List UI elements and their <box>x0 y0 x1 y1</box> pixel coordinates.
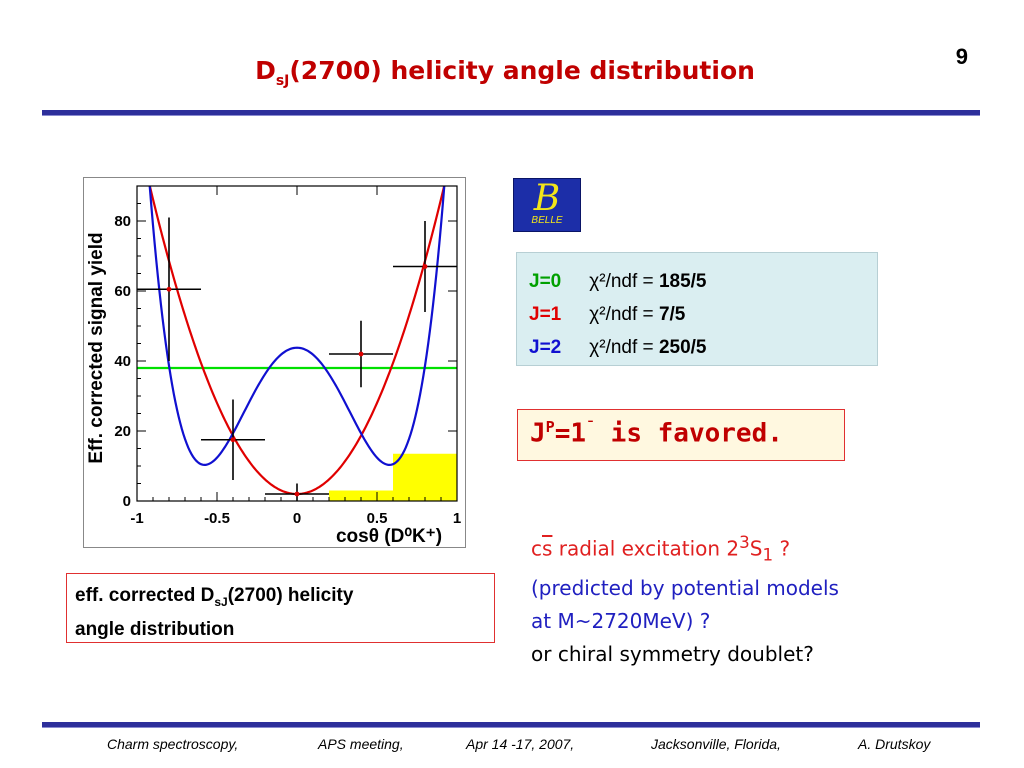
y-tick-label-2: 40 <box>114 353 131 370</box>
x-tick-label-2: 0 <box>293 510 301 527</box>
data-marker <box>166 286 172 292</box>
figure-caption: eff. corrected DsJ(2700) helicity angle … <box>66 573 495 643</box>
fit-row-j1: J=1 χ²/ndf = 7/5 <box>529 298 877 331</box>
note-line-4: or chiral symmetry doublet? <box>531 641 814 666</box>
conclusion-box: JP=1ˉ is favored. <box>517 409 845 461</box>
fit-label-j1: J=1 <box>529 304 562 325</box>
y-axis-label: Eff. corrected signal yield <box>86 232 107 463</box>
helicity-chart: -1 -0.5 0 0.5 1 0 20 40 60 80 Eff. corrected sign… <box>86 185 461 547</box>
conclusion-j: J <box>530 418 546 449</box>
note-sub: 1 <box>762 545 774 565</box>
top-divider <box>42 110 980 115</box>
note-radial: radial excitation 2 <box>552 536 740 561</box>
fit-label-j0: J=0 <box>529 271 562 292</box>
data-marker <box>358 351 364 357</box>
data-point-1 <box>201 399 265 480</box>
note-cs: s <box>542 536 553 561</box>
bottom-divider <box>42 722 980 727</box>
data-marker <box>422 264 428 269</box>
x-tick-label-1: -0.5 <box>204 510 230 527</box>
data-marker <box>230 437 236 443</box>
caption-part1: eff. corrected D <box>75 585 215 606</box>
background-bin-0 <box>329 490 393 501</box>
fit-chi-label-j0: χ²/ndf = <box>589 271 654 292</box>
interpretation-notes: cs radial excitation 23S1 ? (predicted b… <box>531 526 839 671</box>
y-tick-label-4: 80 <box>114 213 131 230</box>
chart-frame: -1 -0.5 0 0.5 1 0 20 40 60 80 Eff. corrected sign… <box>83 177 466 548</box>
fit-curve-j2 <box>148 186 446 466</box>
note-line-2: (predicted by potential models <box>531 575 839 600</box>
title-prefix: D <box>255 56 276 85</box>
belle-logo-symbol: B <box>533 178 561 219</box>
conclusion-minus: ˉ <box>586 418 596 436</box>
caption-line2: angle distribution <box>75 618 235 640</box>
conclusion-parity: P <box>545 418 555 436</box>
title-subscript: sJ <box>275 73 290 89</box>
data-point-0 <box>137 217 201 361</box>
fit-value-j0: 185/5 <box>658 271 707 292</box>
data-point-3 <box>329 320 393 388</box>
conclusion-text: is favored. <box>595 418 783 449</box>
y-tick-label-1: 20 <box>114 423 131 440</box>
note-end: ? <box>773 536 791 561</box>
belle-logo: B BELLE <box>513 178 581 232</box>
fit-row-j0: J=0 χ²/ndf = 185/5 <box>529 265 877 298</box>
footer-meeting: APS meeting, <box>318 736 404 752</box>
fit-value-j1: 7/5 <box>658 304 686 325</box>
footer-date: Apr 14 -17, 2007, <box>466 736 575 752</box>
footer-place: Jacksonville, Florida, <box>651 736 781 752</box>
x-tick-label-3: 0.5 <box>367 510 388 527</box>
data-point-2 <box>265 483 329 501</box>
fit-row-j2: J=2 χ²/ndf = 250/5 <box>529 331 877 364</box>
y-tick-label-0: 0 <box>123 493 131 510</box>
background-bin-1 <box>393 453 457 501</box>
footer-author: A. Drutskoy <box>858 736 931 752</box>
x-tick-label-0: -1 <box>130 510 143 527</box>
y-tick-label-3: 60 <box>114 283 131 300</box>
caption-line1: eff. corrected DsJ(2700) helicity <box>75 582 494 616</box>
note-S: S <box>749 536 763 561</box>
x-axis-label: cosθ (D⁰K⁺) <box>336 526 442 547</box>
fit-value-j2: 250/5 <box>658 337 707 358</box>
note-sup: 3 <box>739 533 750 552</box>
fit-chi-label-j1: χ²/ndf = <box>589 304 654 325</box>
note-line-3: at M~2720MeV) ? <box>531 608 711 633</box>
fit-chi-label-j2: χ²/ndf = <box>589 337 654 358</box>
data-point-4 <box>393 221 457 312</box>
fit-curve-j1 <box>148 186 446 496</box>
fit-label-j2: J=2 <box>529 337 562 358</box>
page-number: 9 <box>955 44 968 69</box>
x-tick-label-4: 1 <box>453 510 461 527</box>
data-marker <box>294 491 300 497</box>
conclusion-spin: =1 <box>554 418 586 449</box>
footer-topic: Charm spectroscopy, <box>107 736 239 752</box>
caption-part2: (2700) helicity <box>227 585 354 606</box>
caption-subscript: sJ <box>214 594 228 609</box>
slide-title: DsJ(2700) helicity angle distribution <box>0 56 1010 89</box>
belle-logo-word: BELLE <box>531 215 563 226</box>
note-line-1: cs radial excitation 23S1 ? <box>531 533 791 565</box>
fit-results-box: J=0 χ²/ndf = 185/5 J=1 χ²/ndf = 7/5 J=2 … <box>516 252 878 366</box>
title-suffix: (2700) helicity angle distribution <box>289 56 755 85</box>
